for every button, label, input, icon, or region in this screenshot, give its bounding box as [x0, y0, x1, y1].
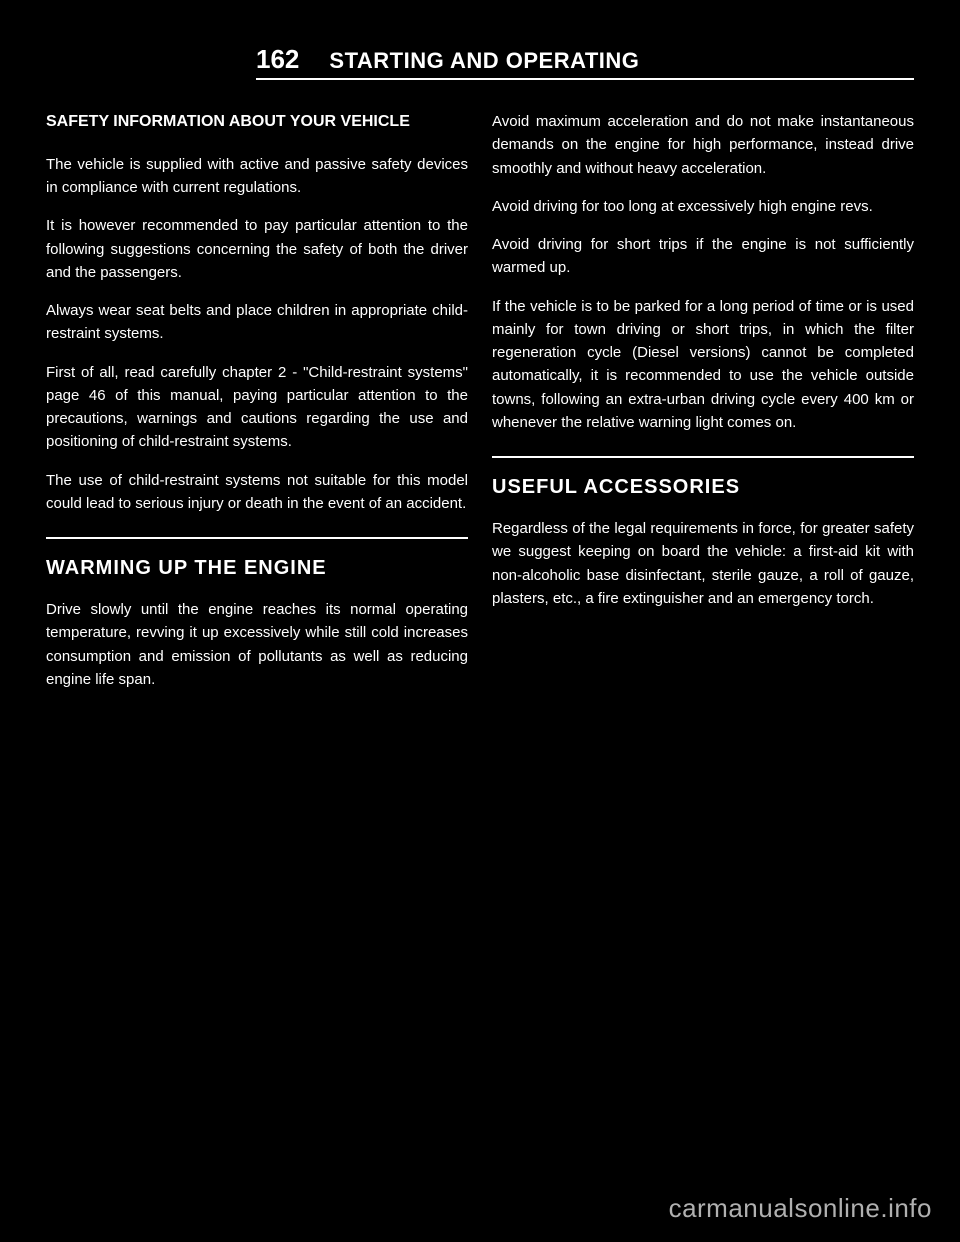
left-column: SAFETY INFORMATION ABOUT YOUR VEHICLE Th… [46, 110, 468, 706]
paragraph: The vehicle is supplied with active and … [46, 153, 468, 200]
header-title: STARTING AND OPERATING [329, 48, 639, 74]
paragraph: Drive slowly until the engine reaches it… [46, 598, 468, 691]
paragraph: Avoid driving for short trips if the eng… [492, 233, 914, 280]
paragraph: Always wear seat belts and place childre… [46, 299, 468, 346]
paragraph: The use of child-restraint systems not s… [46, 469, 468, 516]
section-divider [46, 537, 468, 539]
watermark: carmanualsonline.info [669, 1193, 932, 1224]
section-heading: WARMING UP THE ENGINE [46, 553, 468, 584]
right-column: Avoid maximum acceleration and do not ma… [492, 110, 914, 706]
paragraph: First of all, read carefully chapter 2 -… [46, 361, 468, 454]
section-divider [492, 456, 914, 458]
content-area: SAFETY INFORMATION ABOUT YOUR VEHICLE Th… [46, 110, 914, 706]
paragraph: Regardless of the legal requirements in … [492, 517, 914, 610]
paragraph: Avoid maximum acceleration and do not ma… [492, 110, 914, 180]
paragraph: If the vehicle is to be parked for a lon… [492, 295, 914, 435]
paragraph: Avoid driving for too long at excessivel… [492, 195, 914, 218]
paragraph: It is however recommended to pay particu… [46, 214, 468, 284]
page-header: 162 STARTING AND OPERATING [256, 44, 914, 80]
section-heading: USEFUL ACCESSORIES [492, 472, 914, 503]
subtitle: SAFETY INFORMATION ABOUT YOUR VEHICLE [46, 110, 468, 135]
page-number: 162 [256, 44, 299, 75]
